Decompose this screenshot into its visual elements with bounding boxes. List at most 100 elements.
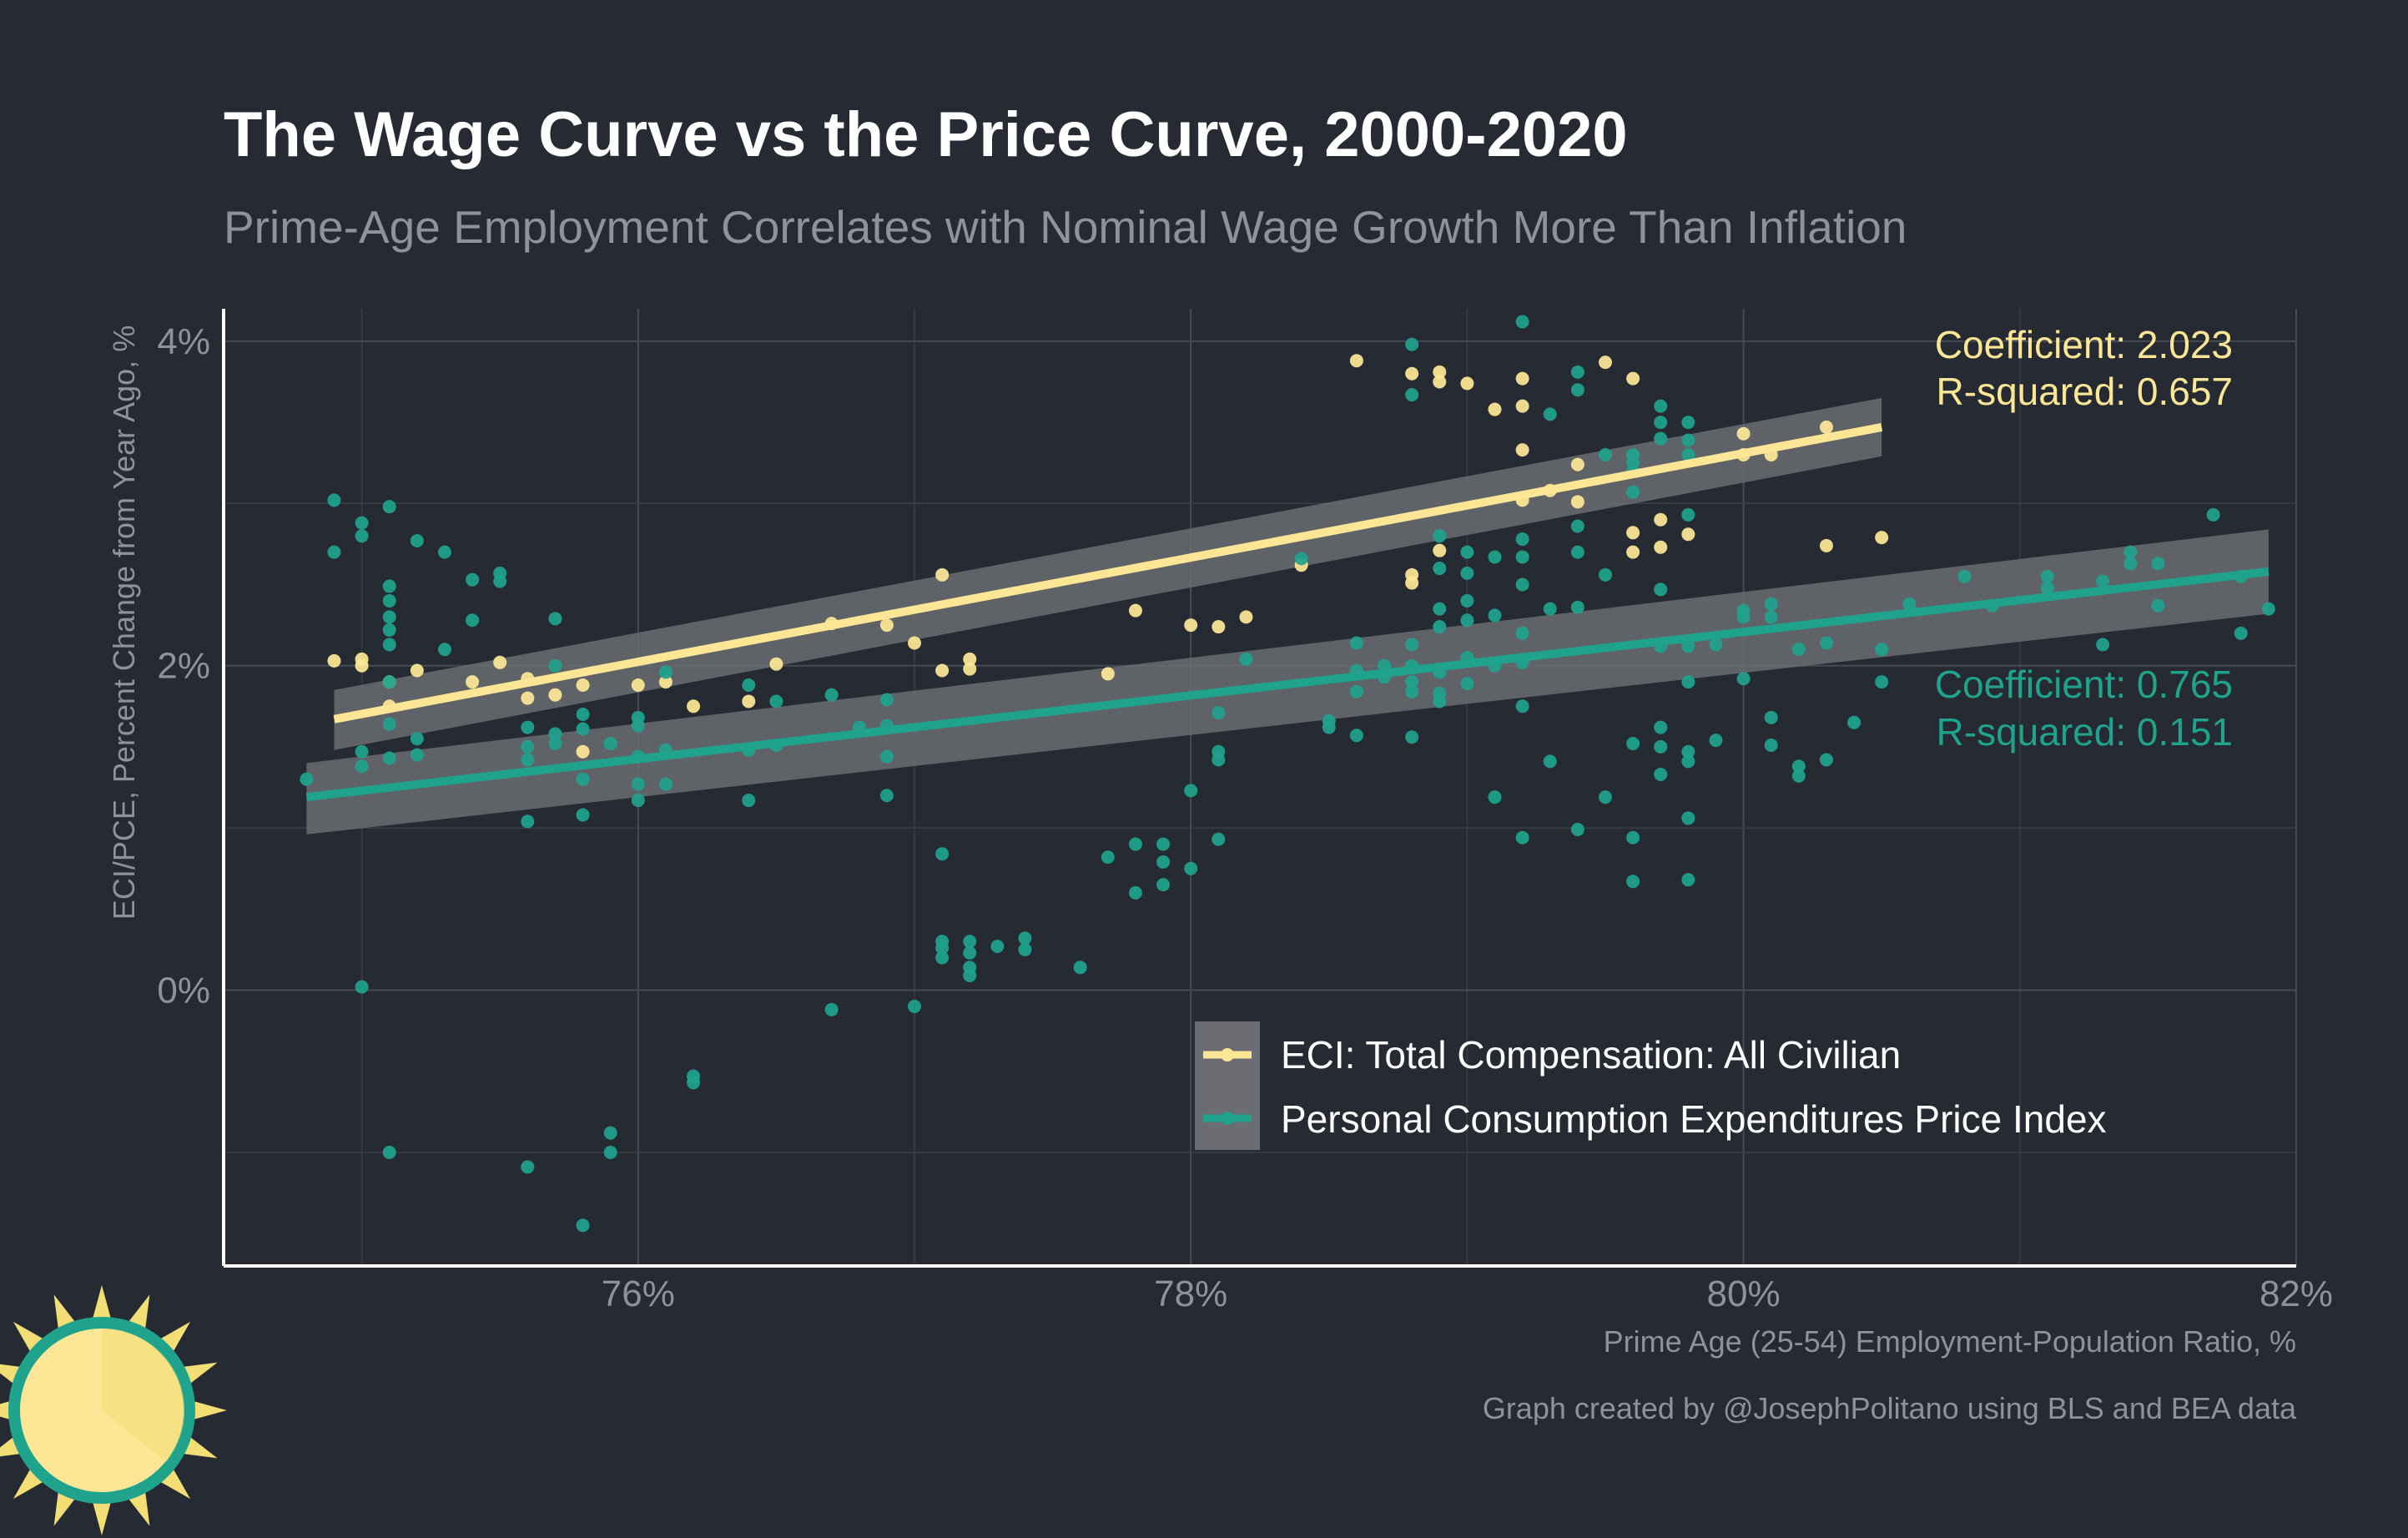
fit-lines: [305, 423, 2269, 802]
scatter-point-pce: [1212, 753, 1226, 767]
scatter-point-pce: [1433, 694, 1447, 708]
scatter-point-eci: [1626, 545, 1640, 559]
scatter-point-eci: [879, 618, 894, 633]
scatter-point-pce: [521, 1160, 535, 1174]
scatter-point-eci: [1349, 354, 1363, 368]
scatter-point-pce: [603, 1145, 617, 1159]
scatter-point-pce: [879, 789, 894, 803]
scatter-point-eci: [1626, 371, 1640, 386]
scatter-point-pce: [2151, 557, 2165, 571]
scatter-point-pce: [1875, 643, 1889, 657]
scatter-point-eci: [1570, 457, 1584, 471]
scatter-point-pce: [1736, 672, 1751, 686]
scatter-point-pce: [1654, 582, 1668, 597]
scatter-point-pce: [1764, 710, 1778, 724]
scatter-point-pce: [1322, 720, 1336, 734]
scatter-point-pce: [2040, 569, 2054, 583]
scatter-point-eci: [963, 662, 977, 676]
scatter-point-pce: [1405, 337, 1419, 351]
scatter-point-pce: [1460, 566, 1474, 580]
scatter-point-pce: [548, 737, 562, 751]
scatter-point-pce: [1626, 485, 1640, 499]
scatter-point-eci: [410, 663, 424, 678]
scatter-point-pce: [631, 777, 645, 791]
scatter-point-pce: [1184, 861, 1198, 875]
scatter-point-pce: [382, 610, 396, 624]
scatter-point-pce: [1433, 602, 1447, 616]
scatter-point-pce: [466, 613, 480, 628]
tick-labels: 76% 78% 80% 82% 0% 2% 4%: [157, 321, 2333, 1314]
scatter-point-pce: [1654, 739, 1668, 754]
scatter-point-pce: [1681, 754, 1695, 769]
eci-r-squared-label: R-squared: 0.657: [1937, 370, 2233, 413]
scatter-point-pce: [521, 814, 535, 829]
fit-line-pce: [305, 567, 2269, 802]
scatter-point-pce: [1791, 643, 1806, 657]
scatter-point-pce: [742, 678, 756, 693]
scatter-point-pce: [1488, 608, 1502, 623]
scatter-point-pce: [1515, 626, 1529, 640]
x-axis-label: Prime Age (25-54) Employment-Population …: [1604, 1324, 2296, 1359]
scatter-point-pce: [2234, 626, 2248, 640]
scatter-point-pce: [410, 748, 424, 762]
y-axis-label: ECI/PCE, Percent Change from Year Ago, %: [107, 325, 141, 920]
scatter-point-pce: [1294, 552, 1308, 566]
scatter-point-eci: [1128, 603, 1142, 618]
scatter-point-eci: [1433, 375, 1447, 389]
scatter-point-pce: [1515, 532, 1529, 547]
chart-subtitle: Prime-Age Employment Correlates with Nom…: [224, 201, 1907, 253]
scatter-point-pce: [1349, 684, 1363, 698]
scatter-point-pce: [658, 777, 673, 791]
pce-coefficient-label: Coefficient: 0.765: [1935, 663, 2233, 706]
scatter-point-eci: [1405, 366, 1419, 381]
y-tick-label: 4%: [157, 321, 210, 362]
scatter-point-pce: [1515, 577, 1529, 592]
scatter-point-pce: [1239, 652, 1253, 666]
scatter-point-pce: [1681, 416, 1695, 430]
scatter-point-pce: [935, 951, 950, 965]
scatter-point-pce: [382, 675, 396, 689]
scatter-point-eci: [1433, 543, 1447, 557]
scatter-point-pce: [521, 720, 535, 734]
scatter-point-eci: [1570, 495, 1584, 509]
scatter-point-pce: [410, 534, 424, 548]
scatter-point-pce: [687, 1076, 701, 1090]
x-tick-label: 82%: [2259, 1273, 2333, 1314]
legend-key-eci-dot: [1221, 1048, 1234, 1061]
scatter-point-pce: [1599, 567, 1612, 582]
scatter-point-eci: [1405, 576, 1419, 590]
scatter-point-pce: [1764, 610, 1778, 624]
scatter-point-pce: [1736, 610, 1751, 624]
scatter-point-pce: [1543, 407, 1557, 421]
scatter-point-pce: [742, 794, 756, 808]
scatter-point-pce: [1654, 399, 1668, 413]
scatter-point-pce: [1460, 613, 1474, 628]
scatter-point-pce: [2096, 574, 2110, 588]
scatter-point-eci: [1460, 376, 1474, 391]
scatter-point-pce: [1902, 597, 1917, 611]
scatter-point-eci: [1433, 365, 1447, 379]
scatter-point-pce: [576, 722, 590, 736]
scatter-point-eci: [1819, 538, 1833, 552]
scatter-point-pce: [1405, 638, 1419, 652]
scatter-point-eci: [466, 675, 480, 689]
scatter-point-pce: [382, 623, 396, 637]
scatter-point-pce: [1654, 767, 1668, 781]
scatter-point-pce: [1847, 715, 1861, 729]
scatter-point-pce: [382, 638, 396, 652]
scatter-point-pce: [1156, 878, 1171, 892]
scatter-point-pce: [1819, 636, 1833, 650]
scatter-point-pce: [1570, 823, 1584, 837]
scatter-point-eci: [1212, 620, 1226, 634]
scatter-point-pce: [879, 693, 894, 707]
confidence-bands: [306, 397, 2269, 835]
scatter-point-eci: [1875, 531, 1889, 545]
scatter-point-eci: [1819, 420, 1833, 434]
scatter-point-pce: [1073, 961, 1087, 975]
scatter-point-pce: [2096, 638, 2110, 652]
scatter-point-pce: [466, 572, 480, 587]
scatter-point-eci: [658, 675, 673, 689]
scatter-point-eci: [327, 653, 341, 668]
scatter-point-eci: [1654, 512, 1668, 527]
